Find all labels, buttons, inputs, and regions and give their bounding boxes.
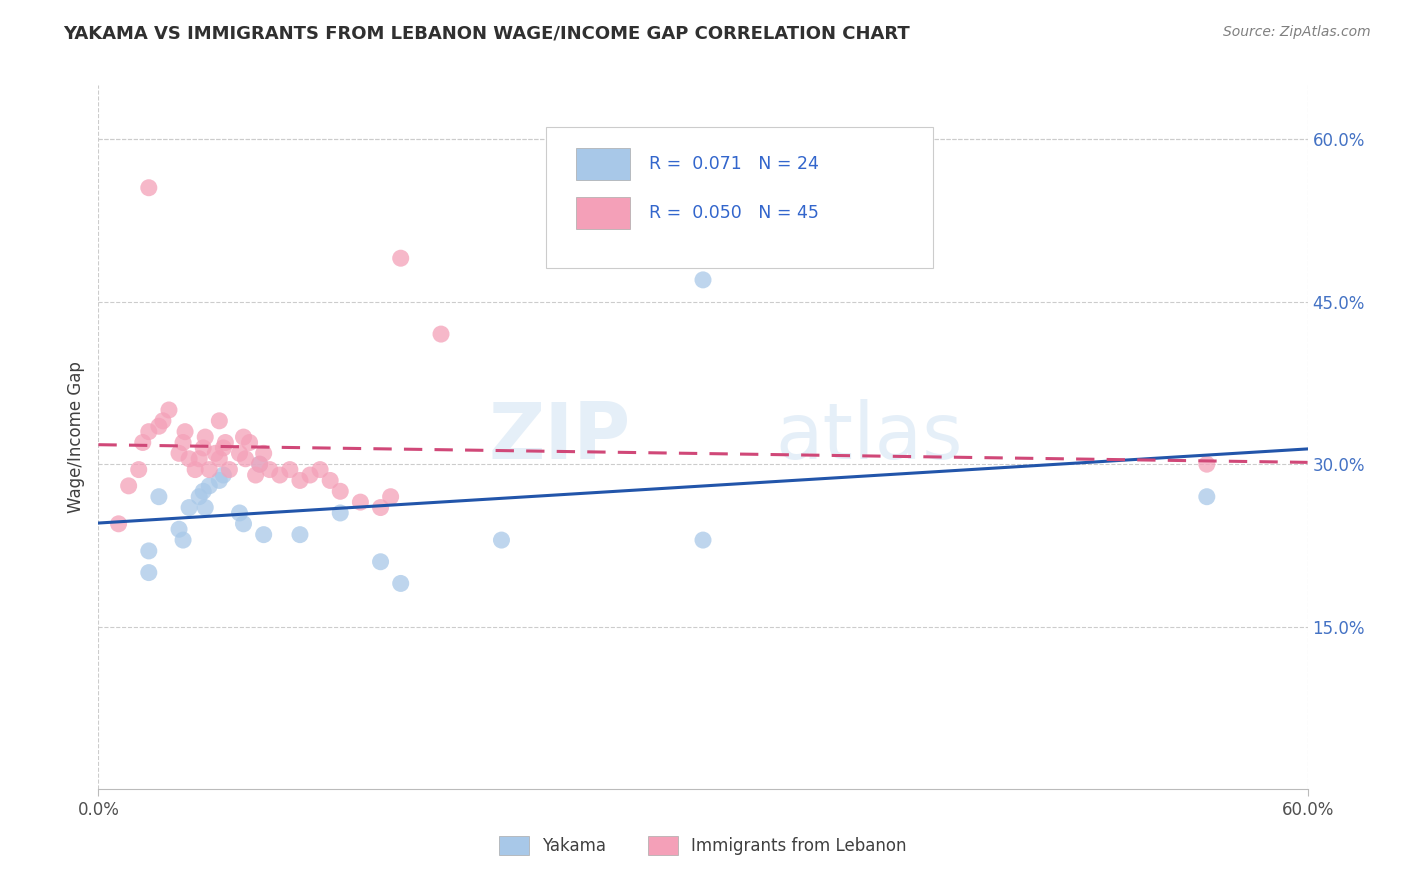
Legend: Yakama, Immigrants from Lebanon: Yakama, Immigrants from Lebanon — [492, 830, 914, 863]
Point — [370, 555, 392, 569]
Point — [245, 468, 267, 483]
Point — [174, 425, 197, 439]
Point — [179, 451, 201, 466]
Point — [278, 462, 301, 476]
Point — [235, 451, 257, 466]
Point — [253, 527, 276, 541]
Point — [259, 462, 281, 476]
Point — [208, 451, 231, 466]
Point — [194, 430, 217, 444]
FancyBboxPatch shape — [546, 127, 932, 268]
Point — [138, 566, 160, 580]
Point — [184, 462, 207, 476]
Point — [157, 403, 180, 417]
Point — [148, 490, 170, 504]
Point — [288, 527, 311, 541]
Point — [228, 506, 250, 520]
Point — [389, 251, 412, 265]
Point — [232, 430, 254, 444]
Point — [329, 484, 352, 499]
Point — [232, 516, 254, 531]
Text: YAKAMA VS IMMIGRANTS FROM LEBANON WAGE/INCOME GAP CORRELATION CHART: YAKAMA VS IMMIGRANTS FROM LEBANON WAGE/I… — [63, 25, 910, 43]
Text: ZIP: ZIP — [488, 399, 630, 475]
Point — [239, 435, 262, 450]
Point — [249, 457, 271, 471]
Point — [380, 490, 402, 504]
Point — [249, 457, 271, 471]
Point — [212, 468, 235, 483]
Point — [329, 506, 352, 520]
Point — [491, 533, 513, 547]
Point — [389, 576, 412, 591]
Point — [194, 500, 217, 515]
Point — [172, 533, 194, 547]
Point — [188, 451, 211, 466]
Point — [228, 446, 250, 460]
Point — [692, 273, 714, 287]
Point — [138, 180, 160, 194]
Point — [179, 500, 201, 515]
Point — [107, 516, 129, 531]
Point — [1195, 457, 1218, 471]
Text: R =  0.050   N = 45: R = 0.050 N = 45 — [648, 204, 818, 222]
Point — [193, 441, 215, 455]
Point — [193, 484, 215, 499]
Point — [253, 446, 276, 460]
Point — [138, 425, 160, 439]
Point — [269, 468, 291, 483]
Point — [167, 446, 190, 460]
Point — [319, 474, 342, 488]
Point — [1195, 490, 1218, 504]
Point — [430, 327, 453, 342]
Point — [138, 544, 160, 558]
Point — [198, 479, 221, 493]
Point — [212, 441, 235, 455]
Point — [299, 468, 322, 483]
Point — [692, 533, 714, 547]
Point — [309, 462, 332, 476]
FancyBboxPatch shape — [576, 197, 630, 229]
Point — [128, 462, 150, 476]
Point — [208, 474, 231, 488]
Y-axis label: Wage/Income Gap: Wage/Income Gap — [66, 361, 84, 513]
Text: Source: ZipAtlas.com: Source: ZipAtlas.com — [1223, 25, 1371, 39]
Point — [204, 446, 226, 460]
Point — [198, 462, 221, 476]
Point — [118, 479, 141, 493]
Point — [132, 435, 155, 450]
Point — [349, 495, 371, 509]
Point — [152, 414, 174, 428]
Point — [288, 474, 311, 488]
Point — [370, 500, 392, 515]
Point — [188, 490, 211, 504]
Text: atlas: atlas — [776, 399, 963, 475]
Point — [167, 522, 190, 536]
Point — [214, 435, 236, 450]
Text: R =  0.071   N = 24: R = 0.071 N = 24 — [648, 154, 818, 173]
Point — [208, 414, 231, 428]
Point — [172, 435, 194, 450]
FancyBboxPatch shape — [576, 148, 630, 180]
Point — [218, 462, 240, 476]
Point — [148, 419, 170, 434]
